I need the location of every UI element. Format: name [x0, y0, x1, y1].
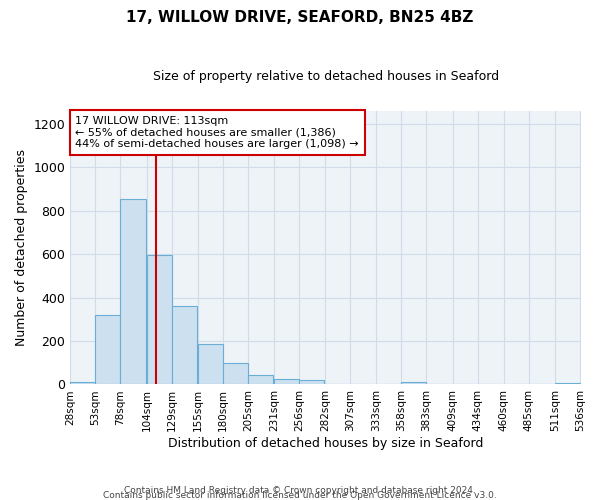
Bar [248, 374, 273, 384]
Bar [121, 198, 146, 384]
Bar [70, 382, 95, 384]
Text: Contains HM Land Registry data © Crown copyright and database right 2024.: Contains HM Land Registry data © Crown c… [124, 486, 476, 495]
Bar [401, 382, 427, 384]
Text: Contains public sector information licensed under the Open Government Licence v3: Contains public sector information licen… [103, 490, 497, 500]
Bar [146, 255, 172, 384]
Text: 17 WILLOW DRIVE: 113sqm
← 55% of detached houses are smaller (1,386)
44% of semi: 17 WILLOW DRIVE: 113sqm ← 55% of detache… [76, 116, 359, 149]
Text: 17, WILLOW DRIVE, SEAFORD, BN25 4BZ: 17, WILLOW DRIVE, SEAFORD, BN25 4BZ [127, 10, 473, 25]
Bar [223, 362, 248, 384]
Bar [299, 380, 324, 384]
Bar [274, 379, 299, 384]
X-axis label: Distribution of detached houses by size in Seaford: Distribution of detached houses by size … [168, 437, 483, 450]
Bar [197, 344, 223, 385]
Bar [95, 315, 121, 384]
Y-axis label: Number of detached properties: Number of detached properties [15, 149, 28, 346]
Bar [172, 306, 197, 384]
Title: Size of property relative to detached houses in Seaford: Size of property relative to detached ho… [152, 70, 499, 83]
